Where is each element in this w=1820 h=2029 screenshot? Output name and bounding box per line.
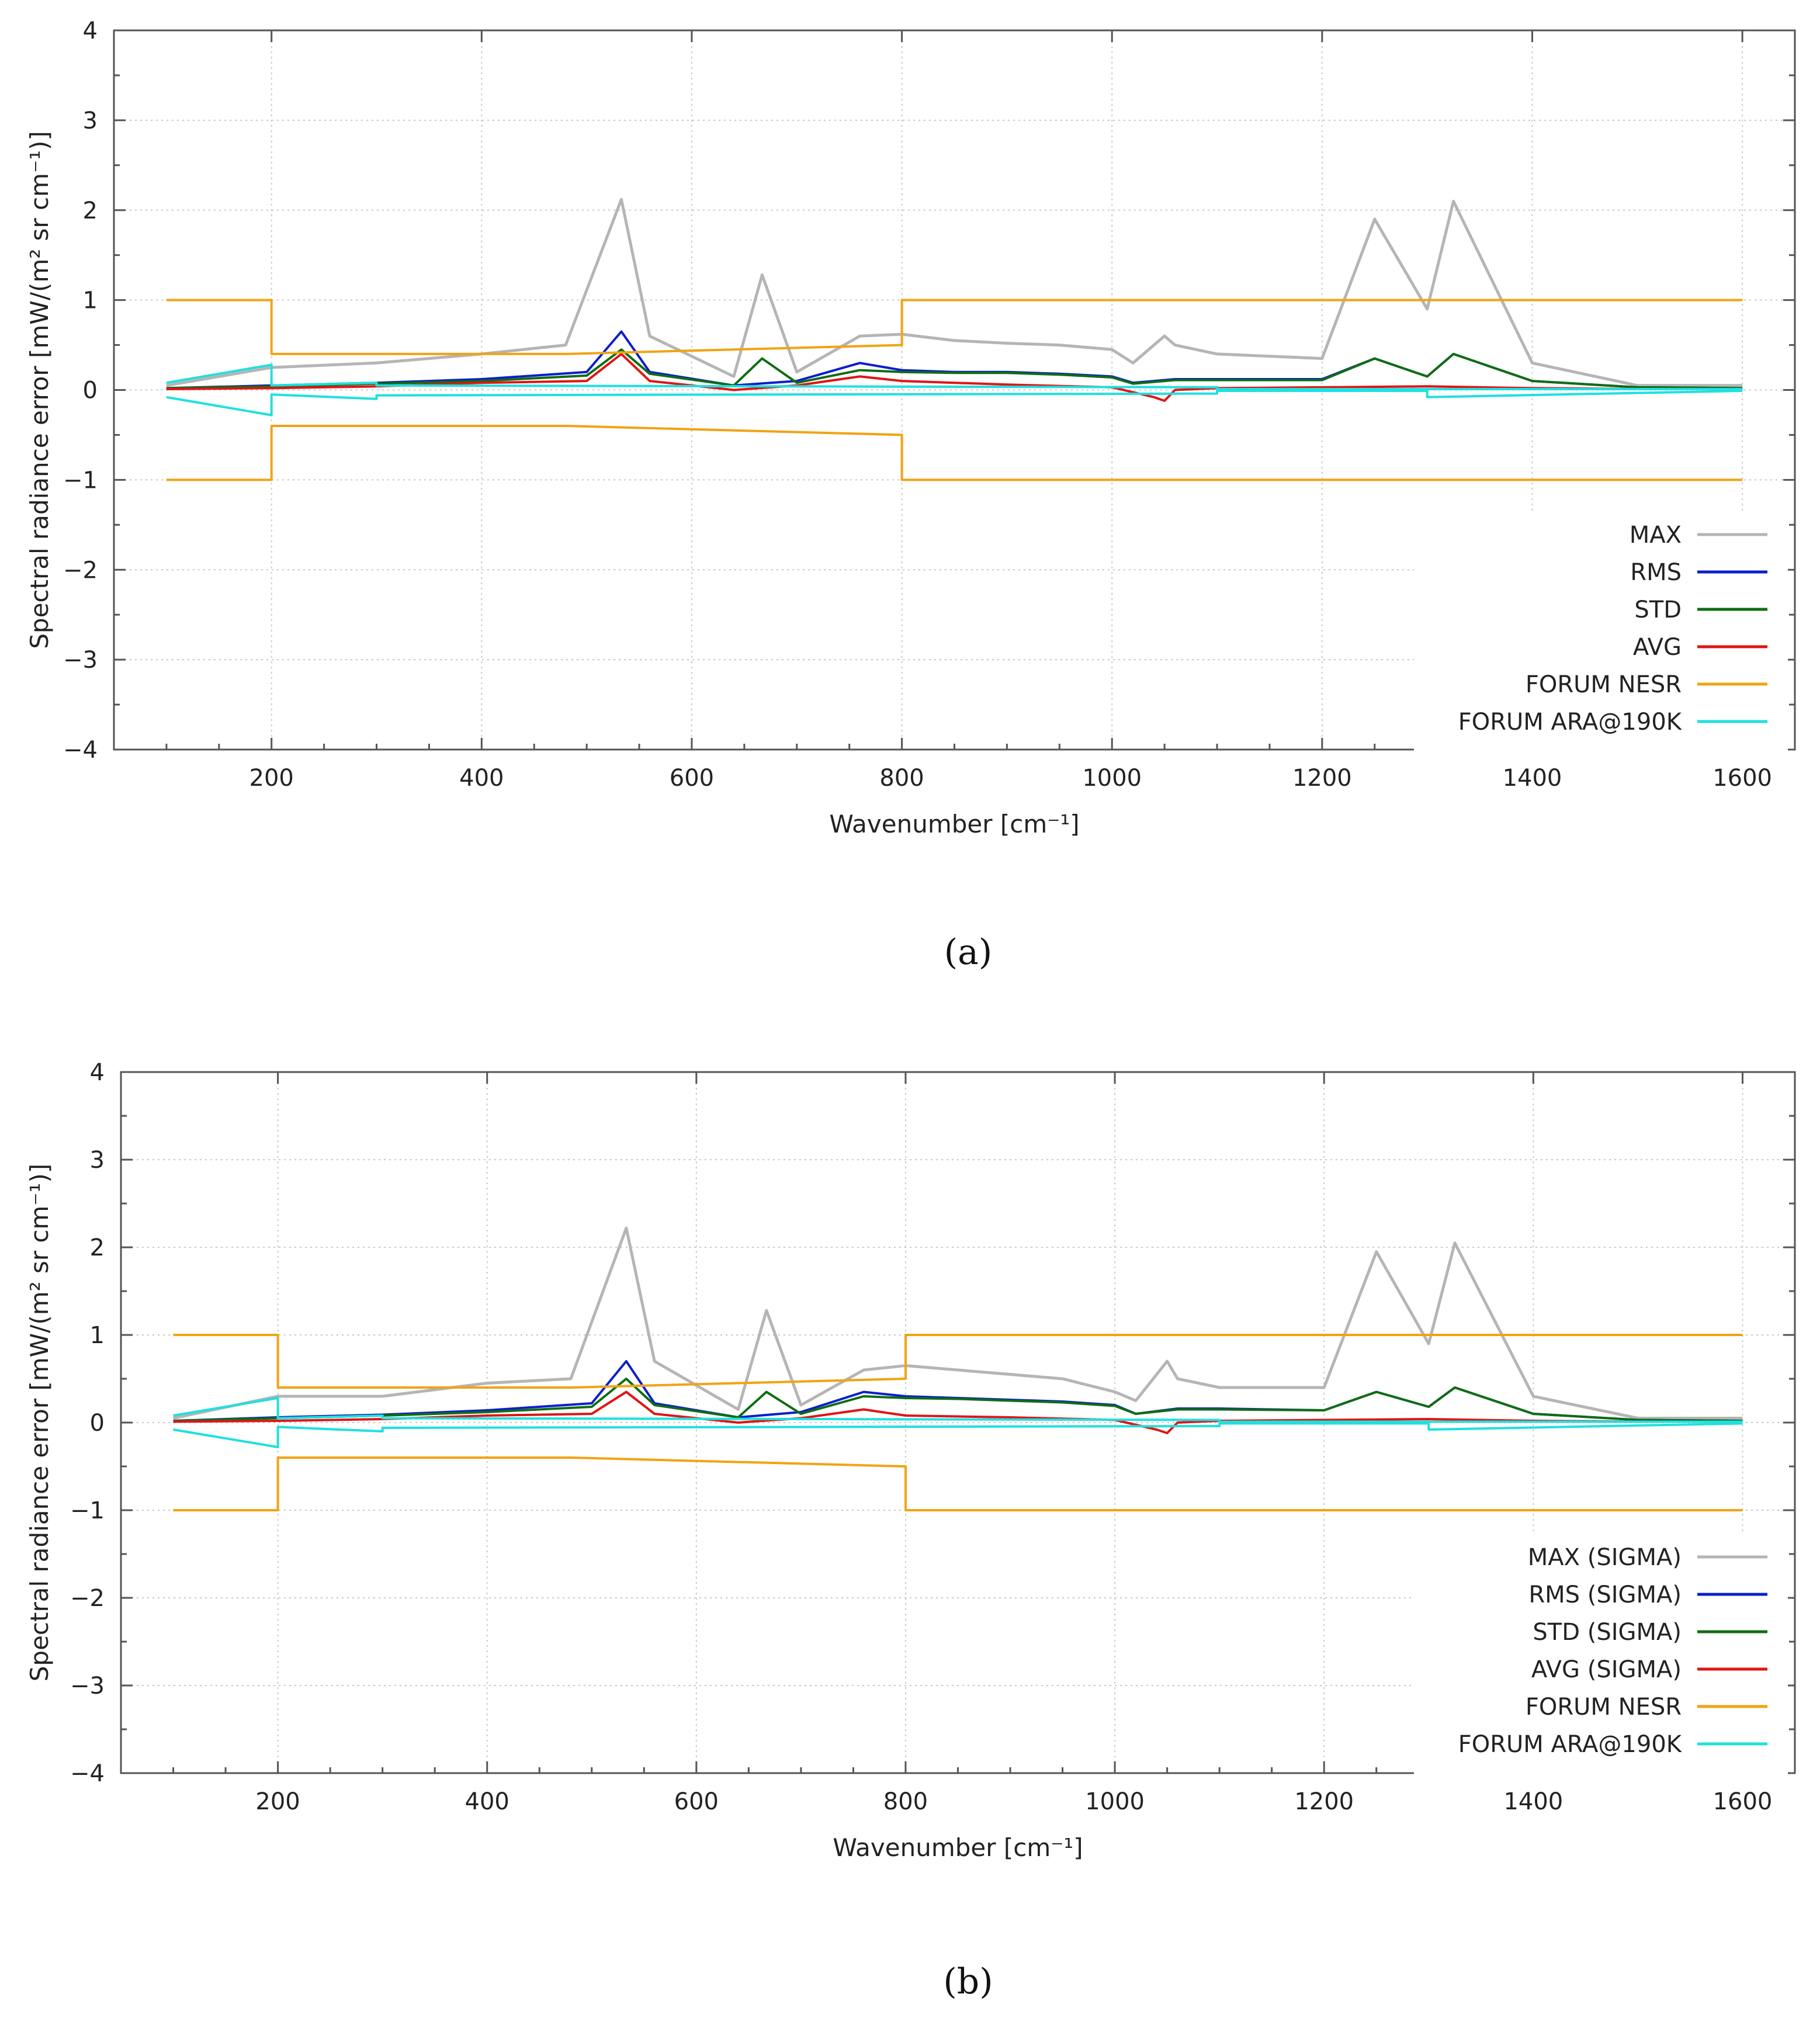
- x-tick-label-1400: 1400: [1503, 1788, 1563, 1815]
- x-axis-label: Wavenumber [cm⁻¹]: [833, 1833, 1083, 1862]
- legend-label-4: FORUM NESR: [1526, 1694, 1682, 1721]
- series-line-forum-ara-190k-7: [166, 390, 1743, 417]
- legend-label-5: FORUM ARA@190K: [1458, 1731, 1683, 1758]
- series-line-forum-ara-190k-6: [173, 1397, 1743, 1423]
- x-tick-label-1600: 1600: [1712, 765, 1772, 792]
- y-tick-label-6: 2: [83, 197, 98, 224]
- y-tick-label-2: −2: [63, 557, 98, 584]
- legend-label-5: FORUM ARA@190K: [1458, 709, 1683, 736]
- y-tick-label-8: 4: [83, 18, 98, 44]
- x-axis-label: Wavenumber [cm⁻¹]: [829, 810, 1079, 838]
- x-tick-label-400: 400: [459, 765, 504, 792]
- legend-label-0: MAX: [1630, 522, 1682, 549]
- x-tick-label-800: 800: [879, 765, 924, 792]
- y-tick-label-7: 3: [90, 1147, 105, 1174]
- legend-label-3: AVG (SIGMA): [1531, 1656, 1682, 1683]
- y-tick-label-4: 0: [90, 1410, 105, 1437]
- x-tick-label-1400: 1400: [1503, 765, 1562, 792]
- x-tick-label-600: 600: [670, 765, 714, 792]
- y-axis-label: Spectral radiance error [mW/(m² sr cm⁻¹)…: [25, 131, 54, 649]
- x-tick-label-1000: 1000: [1085, 1788, 1145, 1815]
- x-tick-label-1000: 1000: [1082, 765, 1142, 792]
- series-line-forum-ara-190k-7: [173, 1422, 1743, 1448]
- legend-label-2: STD (SIGMA): [1533, 1619, 1682, 1646]
- y-tick-label-3: −1: [63, 467, 98, 494]
- y-tick-label-4: 0: [83, 377, 98, 404]
- y-tick-label-8: 4: [90, 1059, 105, 1086]
- y-tick-label-1: −3: [63, 647, 98, 674]
- series-line-avg-sigma-3: [173, 1390, 1743, 1434]
- legend-label-1: RMS (SIGMA): [1528, 1581, 1682, 1608]
- chart-panel-a: (a) 200 400 600 800 1000 1200 1400 1600 −4 −3 −2 −1…: [25, 18, 1796, 973]
- y-tick-label-5: 1: [90, 1322, 105, 1349]
- x-tick-label-400: 400: [465, 1788, 509, 1815]
- series-line-forum-nesr-4: [166, 299, 1743, 355]
- y-tick-label-0: −4: [70, 1760, 105, 1787]
- x-tick-label-200: 200: [249, 765, 294, 792]
- y-tick-label-1: −3: [70, 1673, 105, 1699]
- y-tick-label-2: −2: [70, 1585, 105, 1612]
- series-line-std-2: [166, 348, 1743, 390]
- series-line-forum-ara-190k-6: [166, 363, 1743, 390]
- y-axis-label: Spectral radiance error [mW/(m² sr cm⁻¹)…: [25, 1164, 54, 1682]
- y-tick-label-5: 1: [83, 287, 98, 314]
- legend-box: [1414, 1534, 1788, 1775]
- y-tick-label-0: −4: [63, 737, 98, 764]
- legend-label-3: AVG: [1633, 634, 1682, 661]
- series-line-avg-3: [166, 352, 1743, 402]
- chart-panel-b: (b) 200 400 600 800 1000 1200 1400 1600 −4 −3 −2 −1…: [25, 1059, 1796, 2002]
- x-tick-label-200: 200: [255, 1788, 300, 1815]
- x-tick-label-600: 600: [674, 1788, 719, 1815]
- y-tick-label-3: −1: [70, 1497, 105, 1524]
- x-tick-label-1200: 1200: [1294, 1788, 1354, 1815]
- legend-label-0: MAX (SIGMA): [1528, 1544, 1682, 1571]
- panel-label-b: (b): [943, 1961, 993, 2002]
- legend-label-2: STD: [1634, 596, 1682, 623]
- x-tick-label-800: 800: [883, 1788, 928, 1815]
- series-line-forum-nesr-5: [173, 1456, 1743, 1511]
- series-line-max-sigma-0: [172, 1226, 1743, 1420]
- x-tick-label-1200: 1200: [1292, 765, 1352, 792]
- legend-label-1: RMS: [1630, 559, 1682, 586]
- y-tick-label-6: 2: [90, 1234, 105, 1261]
- legend-box: [1414, 511, 1788, 753]
- series-line-forum-nesr-4: [173, 1334, 1743, 1389]
- x-tick-label-1600: 1600: [1713, 1788, 1773, 1815]
- series-line-max-0: [166, 197, 1743, 387]
- legend-label-4: FORUM NESR: [1526, 671, 1682, 698]
- series-line-std-sigma-2: [173, 1378, 1743, 1422]
- panel-label-a: (a): [944, 932, 993, 973]
- y-tick-label-7: 3: [83, 107, 98, 134]
- series-line-forum-nesr-5: [166, 425, 1743, 481]
